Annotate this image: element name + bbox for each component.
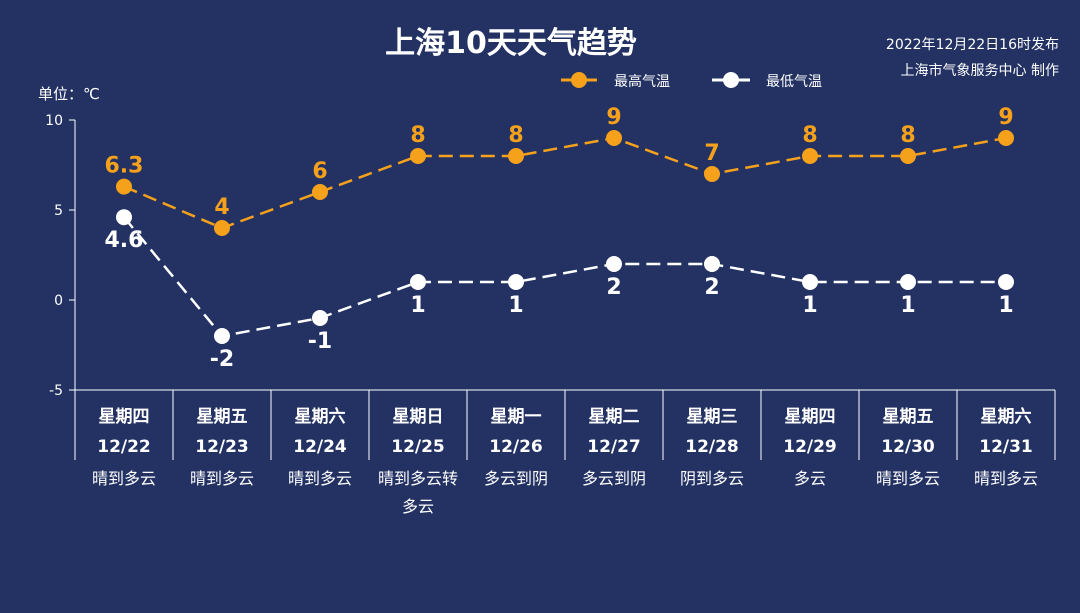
y-tick-label: 10: [45, 113, 63, 129]
data-label-high: 9: [998, 105, 1013, 130]
x-tick-weekday: 星期五: [883, 407, 934, 427]
point-low: [116, 209, 132, 226]
data-label-low: -2: [210, 347, 234, 372]
point-high: [116, 178, 132, 195]
x-tick-weekday: 星期一: [491, 407, 542, 427]
weather-condition: 多云到阴: [484, 469, 548, 488]
weather-condition: 多云到阴: [582, 469, 646, 488]
weather-condition: 晴到多云: [876, 469, 940, 488]
y-tick-label: -5: [49, 383, 63, 399]
point-high: [998, 130, 1014, 146]
data-label-low: 1: [410, 293, 425, 318]
data-label-high: 8: [802, 123, 817, 148]
weather-condition: 晴到多云: [190, 469, 254, 488]
x-tick-date: 12/22: [97, 437, 151, 457]
legend-label-high: 最高气温: [614, 73, 670, 90]
x-tick-weekday: 星期三: [687, 407, 738, 427]
x-tick-weekday: 星期四: [785, 407, 836, 427]
point-high: [900, 148, 916, 164]
publish-time: 2022年12月22日16时发布: [886, 37, 1059, 53]
x-categories: 星期四 12/22 晴到多云 星期五 12/23 晴到多云 星期六 12/24 晴到多云 星期日 1…: [74, 390, 1056, 516]
point-low: [312, 310, 328, 326]
x-tick-weekday: 星期六: [295, 406, 346, 427]
point-high: [214, 220, 230, 236]
point-low: [606, 256, 622, 272]
point-high: [508, 148, 524, 164]
data-label-high: 8: [410, 123, 425, 148]
weather-condition: 阴到多云: [680, 469, 744, 488]
data-label-low: 1: [508, 293, 523, 318]
x-tick-date: 12/27: [587, 437, 641, 457]
weather-condition: 晴到多云: [92, 469, 156, 488]
data-label-high: 6: [312, 159, 327, 184]
weather-condition: 多云: [402, 497, 434, 516]
x-tick-date: 12/24: [293, 437, 347, 457]
data-label-low: 2: [704, 275, 719, 300]
x-tick-date: 12/29: [783, 437, 837, 457]
x-tick-date: 12/28: [685, 437, 739, 457]
point-low: [704, 256, 720, 272]
point-high: [606, 130, 622, 146]
point-high: [312, 184, 328, 200]
point-low: [998, 274, 1014, 290]
legend-item-low: 最低气温: [712, 72, 822, 90]
data-label-low: 1: [900, 293, 915, 318]
data-label-high: 7: [704, 141, 719, 166]
x-tick-date: 12/25: [391, 437, 445, 457]
series-line-high: [123, 136, 1007, 230]
x-tick-weekday: 星期五: [197, 407, 248, 427]
point-low: [214, 328, 230, 344]
point-low: [410, 274, 426, 290]
x-tick-date: 12/23: [195, 437, 249, 457]
data-label-high: 8: [508, 123, 523, 148]
data-label-high: 8: [900, 123, 915, 148]
data-label-low: -1: [308, 329, 332, 354]
data-label-high: 4: [214, 195, 229, 220]
point-low: [900, 274, 916, 290]
point-high: [704, 166, 720, 182]
point-high: [410, 148, 426, 164]
x-tick-weekday: 星期四: [99, 407, 150, 427]
data-label-low: 1: [802, 293, 817, 318]
legend: 最高气温 最低气温: [561, 72, 822, 90]
producer-credit: 上海市气象服务中心 制作: [901, 62, 1059, 79]
unit-label: 单位：℃: [38, 85, 100, 103]
data-label-high: 9: [606, 105, 621, 130]
legend-item-high: 最高气温: [561, 72, 670, 90]
weather-condition: 晴到多云: [974, 469, 1038, 488]
series-line-low: [123, 216, 1006, 338]
y-tick-label: 5: [54, 203, 63, 219]
x-tick-weekday: 星期二: [589, 407, 640, 427]
x-tick-weekday: 星期日: [393, 407, 444, 427]
legend-label-low: 最低气温: [766, 74, 822, 90]
point-low: [802, 274, 818, 290]
x-tick-date: 12/31: [979, 437, 1033, 457]
data-label-low: 2: [606, 275, 621, 300]
legend-marker-high: [571, 72, 587, 88]
data-label-low: 1: [998, 293, 1013, 318]
weather-condition: 晴到多云: [288, 469, 352, 488]
x-tick-weekday: 星期六: [981, 406, 1032, 427]
point-high: [802, 148, 818, 164]
x-tick-date: 12/26: [489, 437, 543, 457]
data-label-low: 4.6: [105, 228, 144, 253]
data-label-high: 6.3: [105, 154, 144, 179]
legend-marker-low: [723, 72, 739, 88]
weather-condition: 多云: [794, 469, 826, 488]
point-low: [508, 274, 524, 290]
weather-condition: 晴到多云转: [378, 469, 458, 488]
y-tick-label: 0: [54, 293, 63, 309]
series-layer: 6.3 4 6 8 8 9 7 8 8 9 4.6 -2 -1 1 1 2 2 1 1 1: [105, 105, 1014, 372]
x-tick-date: 12/30: [881, 437, 935, 457]
chart-title: 上海10天天气趋势: [385, 26, 637, 61]
